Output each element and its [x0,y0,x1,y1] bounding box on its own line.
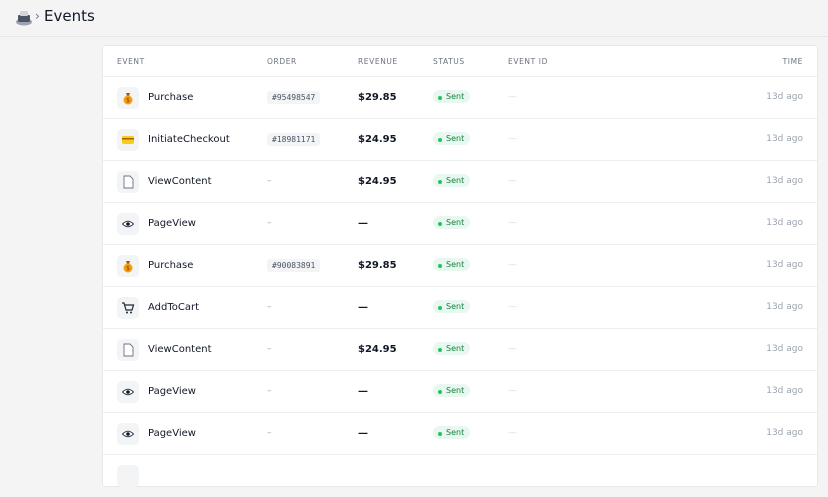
event-icon [117,339,139,361]
column-header: EVENT [117,57,145,66]
table-row[interactable]: $ Purchase #90083891 $29.85 Sent — 13d ago [103,244,817,287]
table-row[interactable]: PageView – — Sent — 13d ago [103,370,817,413]
event-icon [117,171,139,193]
event-icon: $ [117,87,139,109]
status-badge: Sent [433,90,471,103]
table-row[interactable]: $ Purchase #95498547 $29.85 Sent — 13d ago [103,76,817,119]
event-id: — [508,302,517,312]
event-icon [117,213,139,235]
event-name: PageView [148,218,196,229]
time: 13d ago [766,134,803,144]
event-name: ViewContent [148,176,212,187]
time: 13d ago [766,218,803,228]
event-id: — [508,260,517,270]
event-name: Purchase [148,92,194,103]
event-id: — [508,386,517,396]
event-name: Purchase [148,260,194,271]
events-table: EVENT ORDER REVENUE STATUS EVENT ID TIME $ Purc… [102,45,818,487]
time: 13d ago [766,92,803,102]
event-name: PageView [148,386,196,397]
breadcrumb-separator: › [35,9,40,23]
column-header: TIME [782,57,803,66]
column-header: REVENUE [358,57,398,66]
revenue: — [358,428,368,439]
event-icon [117,465,139,487]
status-badge: Sent [433,216,471,229]
revenue: — [358,218,368,229]
event-name: ViewContent [148,344,212,355]
event-name: PageView [148,428,196,439]
event-icon [117,423,139,445]
event-id: — [508,176,517,186]
table-row[interactable]: ViewContent – $24.95 Sent — 13d ago [103,328,817,371]
status-badge: Sent [433,426,471,439]
revenue: $29.85 [358,92,397,103]
time: 13d ago [766,386,803,396]
revenue: — [358,386,368,397]
column-header: ORDER [267,57,297,66]
status-badge: Sent [433,132,471,145]
revenue: — [358,302,368,313]
status-badge: Sent [433,384,471,397]
order-id: #95498547 [267,91,321,104]
event-name: AddToCart [148,302,200,313]
event-icon [117,297,139,319]
event-id: — [508,92,517,102]
status-badge: Sent [433,300,471,313]
table-row[interactable]: AddToCart – — Sent — 13d ago [103,286,817,329]
time: 13d ago [766,428,803,438]
table-row[interactable] [103,454,817,497]
time: 13d ago [766,176,803,186]
svg-text:$: $ [126,97,130,104]
page: › Events EVENT ORDER REVENUE STATUS EVENT ID… [0,0,828,487]
time: 13d ago [766,344,803,354]
table-row[interactable]: PageView – — Sent — 13d ago [103,412,817,455]
revenue: $29.85 [358,260,397,271]
event-id: — [508,428,517,438]
table-row[interactable]: InitiateCheckout #18981171 $24.95 Sent — 13d … [103,118,817,161]
logo[interactable] [15,9,33,27]
order-id: – [267,176,272,186]
order-id: #18981171 [267,133,321,146]
event-id: — [508,218,517,228]
status-badge: Sent [433,342,471,355]
page-title: Events [44,7,95,25]
order-id: #90083891 [267,259,321,272]
event-icon: $ [117,255,139,277]
revenue: $24.95 [358,176,397,187]
order-id: – [267,218,272,228]
table-row[interactable]: PageView – — Sent — 13d ago [103,202,817,245]
table-row[interactable]: ViewContent – $24.95 Sent — 13d ago [103,160,817,203]
time: 13d ago [766,260,803,270]
revenue: $24.95 [358,344,397,355]
time: 13d ago [766,302,803,312]
status-badge: Sent [433,258,471,271]
order-id: – [267,386,272,396]
order-id: – [267,302,272,312]
event-icon [117,129,139,151]
revenue: $24.95 [358,134,397,145]
column-header: STATUS [433,57,465,66]
order-id: – [267,344,272,354]
svg-text:$: $ [126,265,130,272]
event-id: — [508,344,517,354]
event-name: InitiateCheckout [148,134,230,145]
order-id: – [267,428,272,438]
column-header: EVENT ID [508,57,548,66]
status-badge: Sent [433,174,471,187]
event-id: — [508,134,517,144]
top-bar: › Events [0,0,828,37]
event-icon [117,381,139,403]
